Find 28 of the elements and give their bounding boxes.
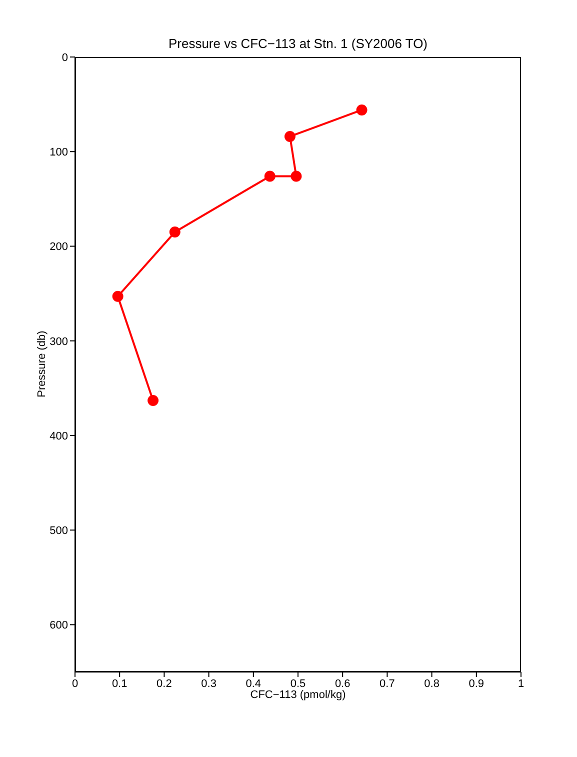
x-tick-label: 1 bbox=[518, 678, 524, 690]
y-tick-label: 0 bbox=[62, 52, 68, 64]
x-tick-label: 0.1 bbox=[112, 678, 128, 690]
point bbox=[112, 290, 124, 302]
x-tick-label: 0.3 bbox=[201, 678, 216, 690]
point bbox=[169, 226, 180, 238]
x-tick-label: 0 bbox=[72, 678, 78, 690]
x-tick-label: 0.7 bbox=[380, 678, 395, 690]
x-tick-label: 0.8 bbox=[424, 678, 440, 690]
y-tick-label: 100 bbox=[50, 146, 68, 159]
point bbox=[264, 170, 276, 182]
point bbox=[356, 104, 368, 116]
x-tick-label: 0.9 bbox=[468, 678, 484, 690]
chart-title: Pressure vs CFC−113 at Stn. 1 (SY2006 TO) bbox=[167, 36, 429, 51]
x-tick-label: 0.6 bbox=[334, 678, 350, 690]
y-axis-title: Pressure (db) bbox=[36, 330, 48, 398]
x-axis-title: CFC−113 (pmol/kg) bbox=[249, 689, 347, 701]
y-tick-label: 300 bbox=[50, 336, 68, 348]
point bbox=[290, 170, 302, 182]
x-tick-label: 0.5 bbox=[290, 678, 306, 690]
point bbox=[284, 130, 296, 142]
y-tick-label: 600 bbox=[50, 620, 68, 632]
point bbox=[148, 394, 159, 406]
y-tick-label: 400 bbox=[50, 430, 68, 442]
x-tick-label: 0.4 bbox=[246, 678, 262, 690]
y-tick-label: 200 bbox=[50, 241, 68, 254]
y-tick-label: 500 bbox=[50, 524, 68, 537]
x-tick-label: 0.2 bbox=[156, 678, 172, 690]
